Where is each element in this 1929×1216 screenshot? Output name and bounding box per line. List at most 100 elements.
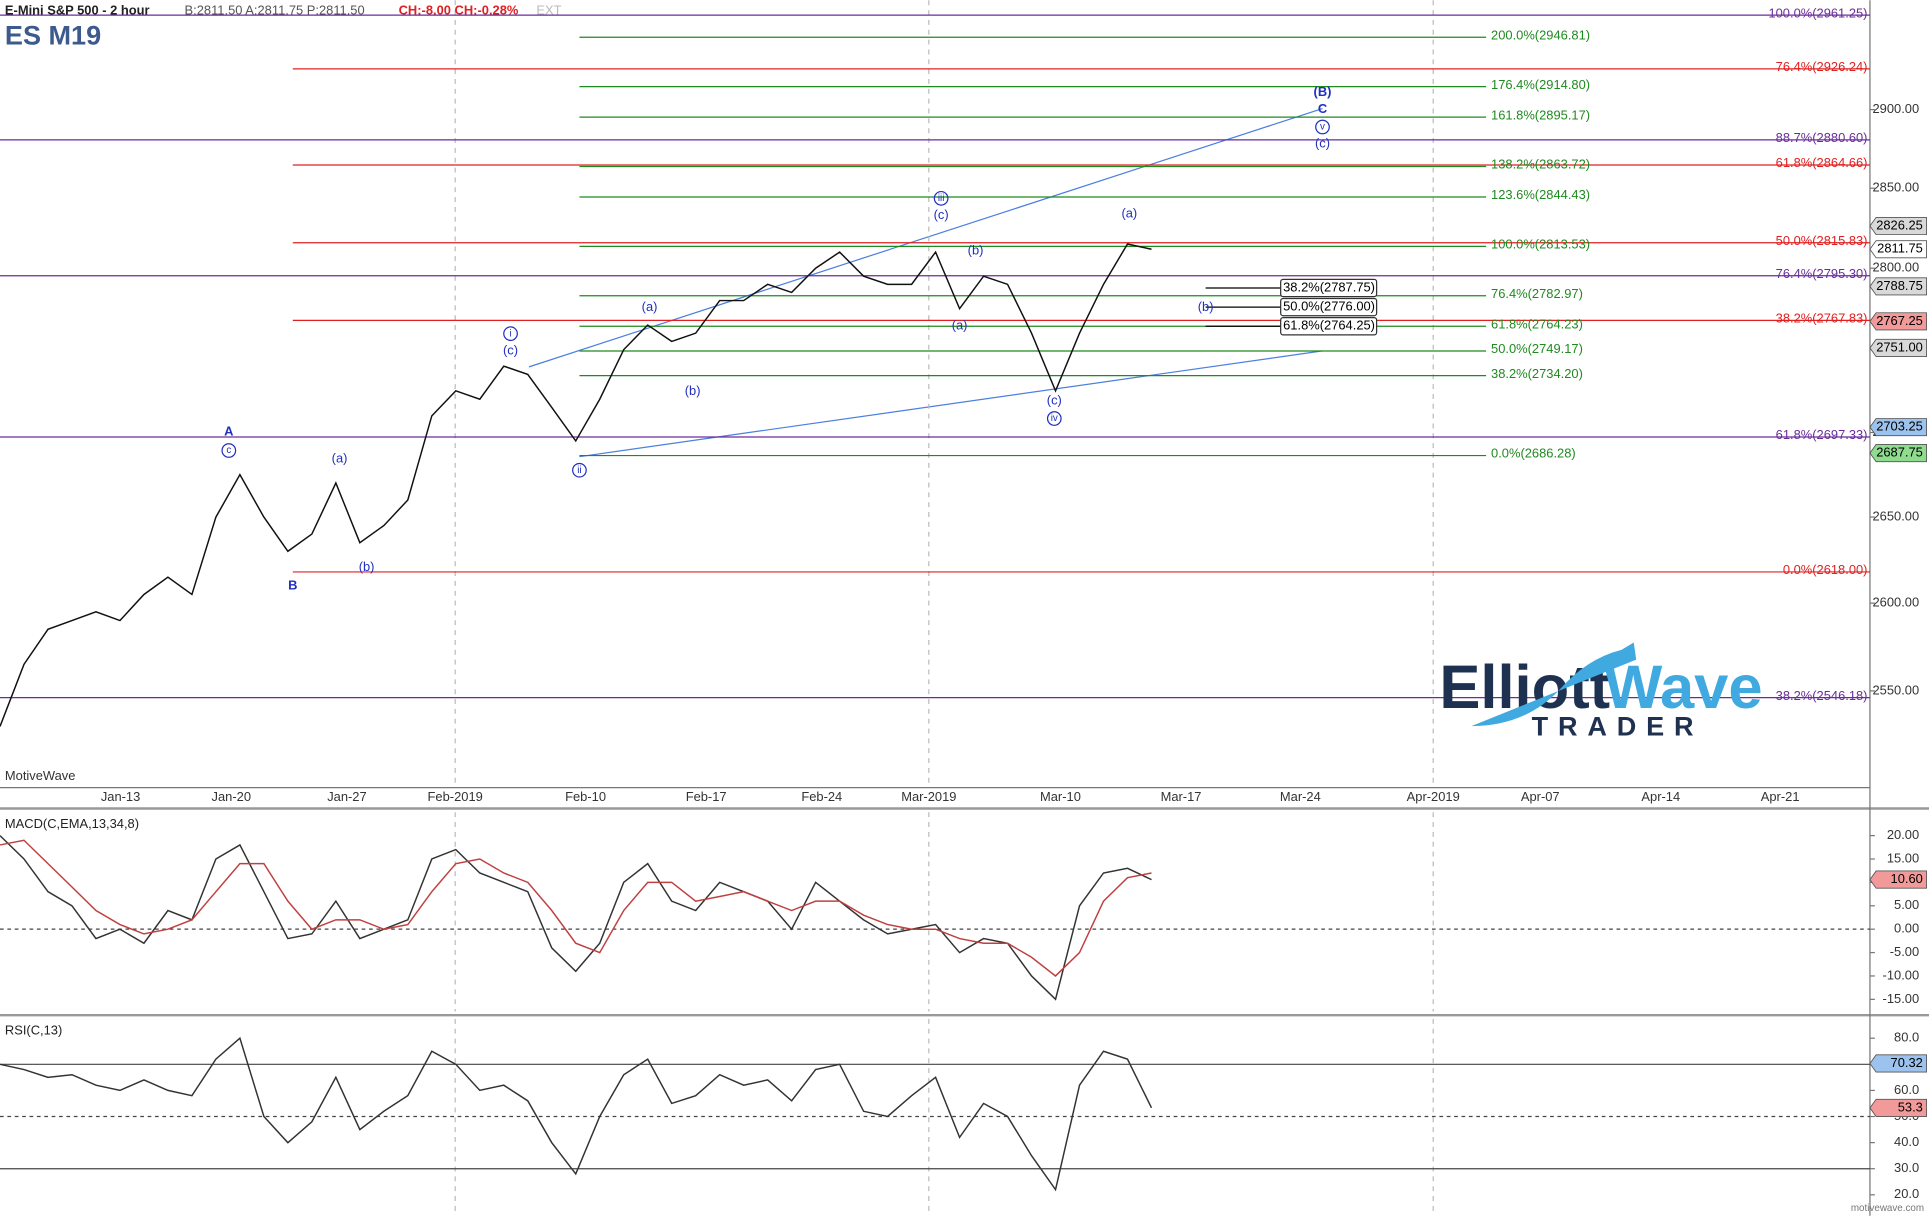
x-tick-label: Apr-21 (1761, 789, 1800, 804)
fib-label: 61.8%(2697.33) (1776, 427, 1868, 442)
y-tick-label: -15.00 (1883, 991, 1920, 1006)
price-flag-label: 10.60 (1891, 871, 1923, 886)
x-tick-label: Feb-10 (565, 789, 606, 804)
target-label: 38.2%(2787.75) (1283, 279, 1375, 294)
wave-circle (1315, 119, 1330, 135)
price-flag (1869, 216, 1927, 236)
wave-label: (c) (1315, 136, 1330, 151)
wave-label: ii (577, 465, 581, 476)
x-tick-label: Mar-2019 (901, 789, 956, 804)
price-flag (1869, 418, 1927, 437)
price-flag (1869, 240, 1927, 259)
wave-label: (a) (952, 318, 968, 333)
instrument: E-Mini S&P 500 - 2 hour (5, 3, 150, 18)
price-flag (1869, 312, 1927, 331)
price-flag-label: 53.3 (1898, 1099, 1923, 1114)
x-tick-label: Mar-10 (1040, 789, 1081, 804)
fib-label: 0.0%(2618.00) (1783, 562, 1868, 577)
fib-label: 76.4%(2795.30) (1776, 266, 1868, 281)
price-flag-label: 2703.25 (1876, 419, 1923, 434)
logo-swoosh (1471, 642, 1637, 727)
fib-label: 161.8%(2895.17) (1491, 107, 1590, 122)
fib-label: 100.0%(2813.53) (1491, 237, 1590, 252)
wave-label: (b) (359, 559, 375, 574)
target-label: 50.0%(2776.00) (1283, 298, 1375, 313)
y-tick-label: -5.00 (1890, 944, 1919, 959)
x-tick-label: Feb-24 (801, 789, 842, 804)
x-tick-label: Jan-27 (327, 789, 366, 804)
x-tick-label: Apr-14 (1641, 789, 1680, 804)
y-tick-label: 2550.00 (1873, 682, 1920, 697)
wave-label: (a) (1121, 206, 1137, 221)
rsi-panel: 20.030.040.050.060.070.080.0RSI(C,13)70.… (0, 1023, 1927, 1201)
price-flag-label: 2687.75 (1876, 445, 1923, 460)
target-box (1280, 297, 1378, 317)
wave-label: (c) (503, 342, 518, 357)
y-tick-label: 2900.00 (1873, 101, 1920, 116)
x-tick-label: Apr-07 (1521, 789, 1560, 804)
price-flag (1869, 1098, 1927, 1117)
x-tick-label: Jan-20 (212, 789, 251, 804)
ext: EXT (536, 3, 561, 18)
x-tick-label: Feb-17 (686, 789, 727, 804)
y-tick-label: 2600.00 (1873, 595, 1920, 610)
price-flag-label: 2826.25 (1876, 217, 1923, 232)
fib-label: 38.2%(2734.20) (1491, 366, 1583, 381)
y-tick-label: 15.00 (1887, 850, 1919, 865)
fib-label: 88.7%(2880.60) (1776, 130, 1868, 145)
y-tick-label: 2650.00 (1873, 508, 1920, 523)
y-tick-label: -10.00 (1883, 967, 1920, 982)
wave-label: B (288, 577, 297, 592)
fib-label: 50.0%(2749.17) (1491, 341, 1583, 356)
wave-label: C (1318, 101, 1327, 116)
y-tick-label: 5.00 (1894, 897, 1919, 912)
wave-label: (b) (685, 383, 701, 398)
trend-line (528, 107, 1323, 368)
wave-circle (933, 190, 949, 206)
y-tick-label: 20.0 (1894, 1186, 1919, 1201)
x-tick-label: Jan-13 (101, 789, 140, 804)
wave-circle (572, 462, 587, 478)
y-tick-label: 40.0 (1894, 1134, 1919, 1149)
wave-label: (c) (1047, 393, 1062, 408)
y-tick-label: 80.0 (1894, 1030, 1919, 1045)
panel-title: RSI(C,13) (5, 1023, 62, 1038)
x-tick-label: Apr-2019 (1407, 789, 1460, 804)
wave-label: (b) (1198, 299, 1214, 314)
target-box (1280, 278, 1378, 298)
wave-label: (a) (332, 451, 348, 466)
fib-label: 0.0%(2686.28) (1491, 446, 1576, 461)
price-flag (1869, 444, 1927, 463)
logo-word: Wave (1604, 653, 1762, 722)
x-tick-label: Mar-17 (1161, 789, 1202, 804)
y-tick-label: 20.00 (1887, 827, 1919, 842)
logo: Elliott Wave TRADER (1439, 642, 1763, 742)
price-flag (1869, 870, 1927, 889)
fib-label: 76.4%(2926.24) (1776, 59, 1868, 74)
fib-label: 61.8%(2764.23) (1491, 316, 1583, 331)
target-label: 61.8%(2764.25) (1283, 318, 1375, 333)
y-tick-label: 2850.00 (1873, 180, 1920, 195)
change: CH:-8.00 CH:-0.28% (399, 3, 519, 18)
fib-label: 176.4%(2914.80) (1491, 77, 1590, 92)
fib-label: 200.0%(2946.81) (1491, 27, 1590, 42)
y-tick-label: 0.00 (1894, 921, 1919, 936)
source: MotiveWave (5, 768, 76, 783)
wave-circle (1046, 411, 1062, 426)
fib-label: 38.2%(2546.18) (1776, 688, 1868, 703)
price-line (0, 839, 1152, 977)
fib-label: 50.0%(2815.83) (1776, 233, 1868, 248)
x-tick-label: Mar-24 (1280, 789, 1321, 804)
x-tick-label: Feb-2019 (428, 789, 483, 804)
price-flag (1869, 1054, 1927, 1073)
target-box (1280, 317, 1378, 336)
y-tick-label: 30.0 (1894, 1160, 1919, 1175)
logo-word: TRADER (1532, 712, 1704, 742)
y-tick-label: 60.0 (1894, 1082, 1919, 1097)
fib-label: 123.6%(2844.43) (1491, 187, 1590, 202)
price-flag-label: 70.32 (1891, 1055, 1923, 1070)
wave-label: (B) (1314, 84, 1332, 99)
